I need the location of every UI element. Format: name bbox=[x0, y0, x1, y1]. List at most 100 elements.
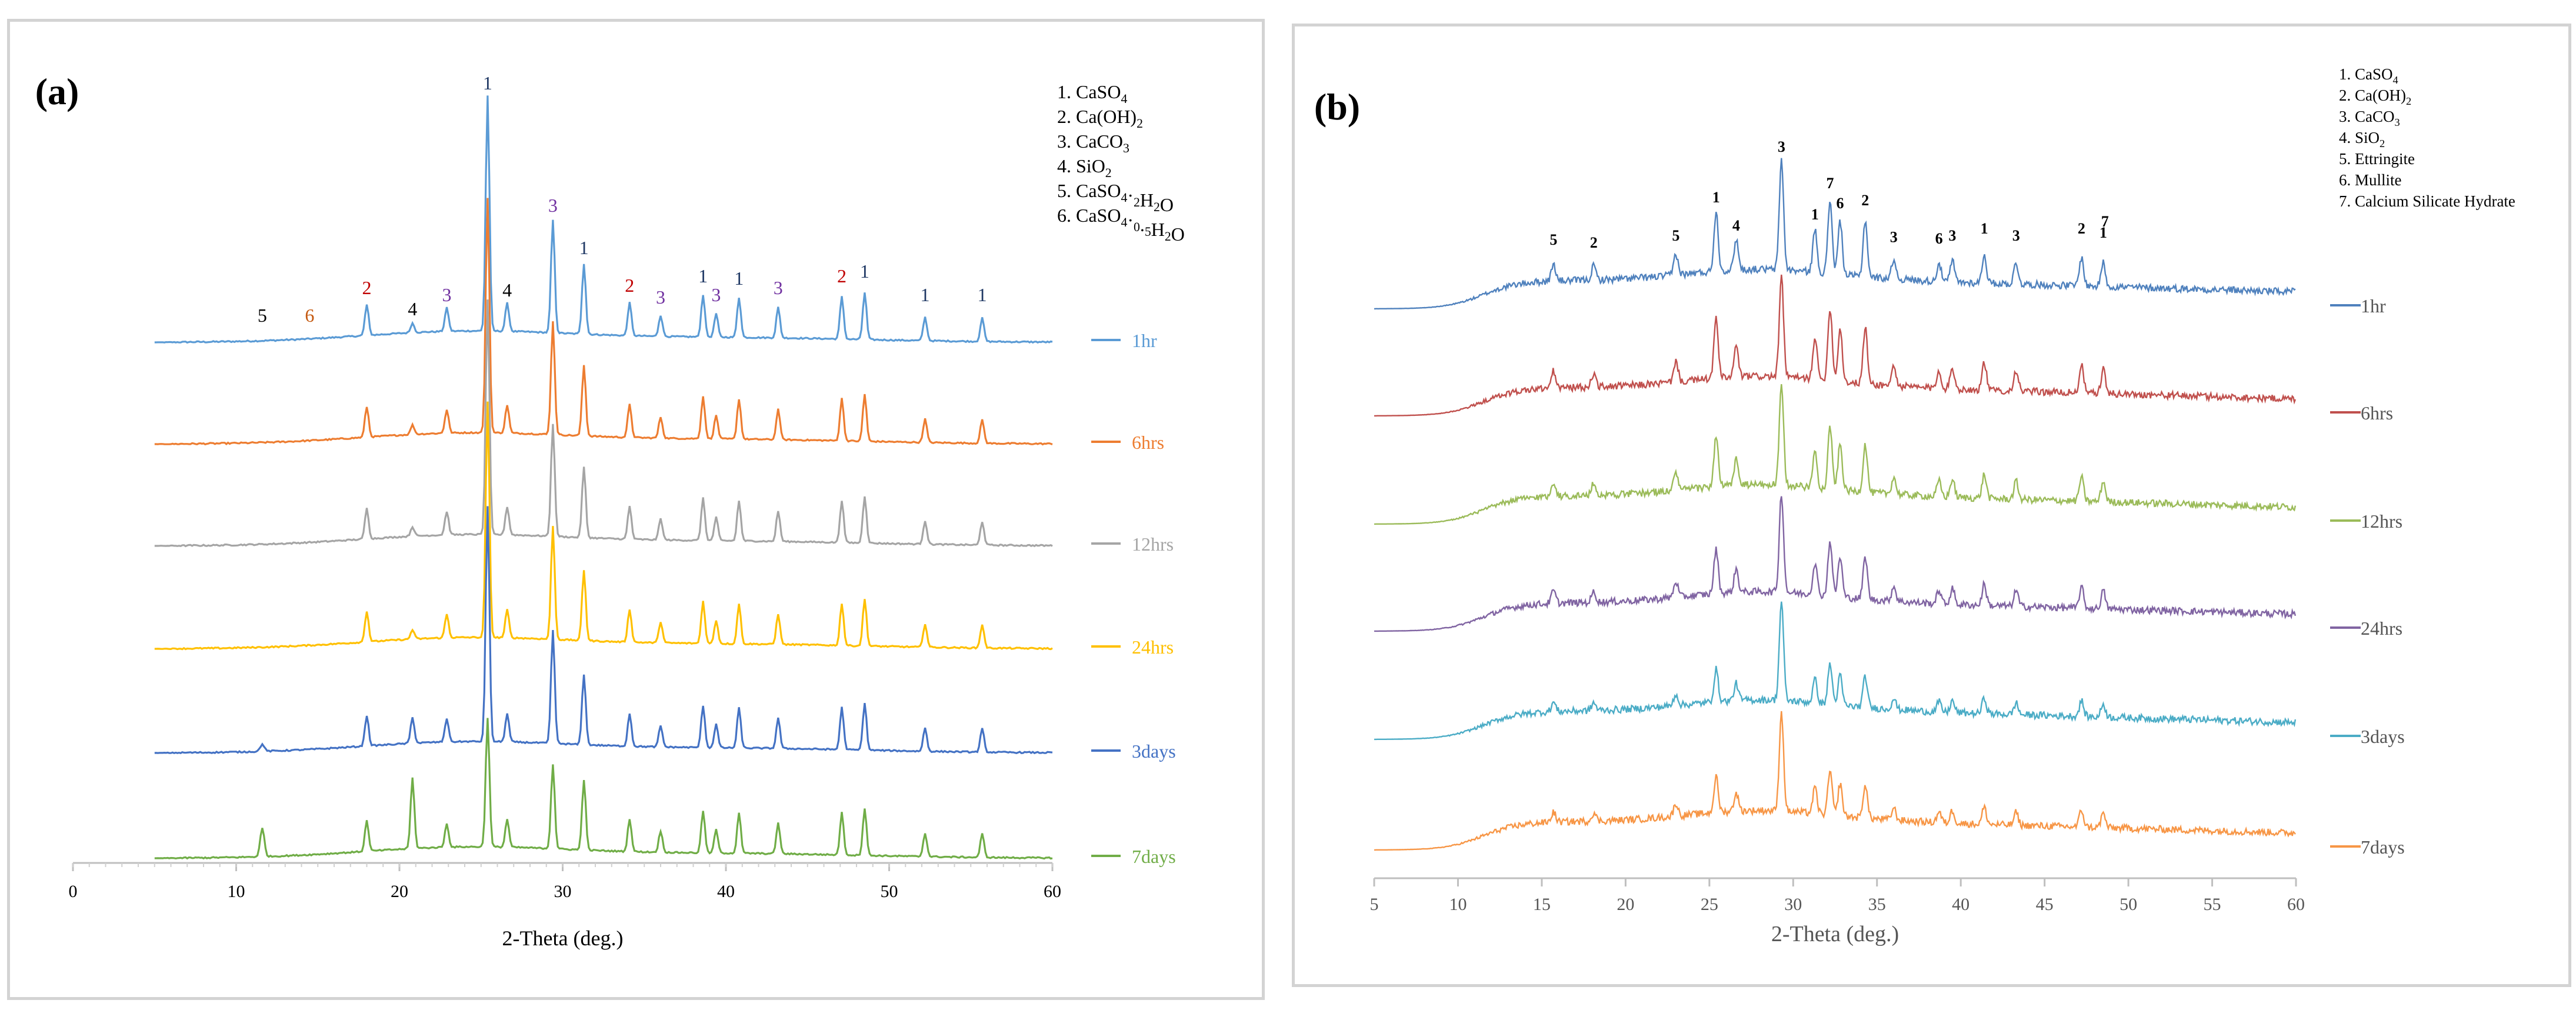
series-line-12hrs bbox=[154, 299, 1053, 548]
series-line-1hr bbox=[154, 95, 1053, 344]
series-line-24hrs bbox=[154, 401, 1053, 651]
legend-label-3days: 3days bbox=[2361, 726, 2405, 747]
peak-label: 3 bbox=[442, 284, 451, 305]
chart-a: 0 10 20 30 40 50 60 2-Theta (deg.) (a) 1hr 6hrs 12h… bbox=[35, 71, 1185, 950]
peak-label: 5 bbox=[1672, 227, 1679, 244]
phase-legend-item: 5. CaSO4·2H2O bbox=[1057, 180, 1174, 215]
peak-label: 1 bbox=[1981, 220, 1988, 237]
phase-legend-item: 2. Ca(OH)2 bbox=[1057, 106, 1143, 131]
phase-legend-item: 3. CaCO3 bbox=[2339, 108, 2400, 128]
phase-legend-item: 6. Mullite bbox=[2339, 171, 2402, 189]
series-line-12hrs bbox=[1374, 384, 2297, 525]
x-tick-label: 60 bbox=[1044, 882, 1061, 901]
peak-label: 3 bbox=[656, 286, 665, 308]
chart-b: 5 10 15 20 25 30 35 40 45 50 55 602-Theta (deg.)(b)… bbox=[1314, 65, 2515, 946]
panel-label: (a) bbox=[35, 71, 79, 112]
peak-label: 3 bbox=[1890, 228, 1898, 245]
x-tick-label: 50 bbox=[881, 882, 898, 901]
peak-label: 2 bbox=[1861, 192, 1869, 209]
phase-legend-item: 1. CaSO4 bbox=[1057, 81, 1127, 106]
peak-label: 1 bbox=[921, 284, 930, 305]
x-axis-title: 2-Theta (deg.) bbox=[1771, 922, 1899, 946]
peak-label: 1 bbox=[1811, 206, 1819, 223]
series-line-3days bbox=[1374, 601, 2297, 741]
peak-label: 3 bbox=[548, 195, 558, 216]
peak-label: 4 bbox=[502, 279, 512, 301]
peak-label: 5 bbox=[258, 305, 267, 326]
phase-legend-item: 7. Calcium Silicate Hydrate bbox=[2339, 192, 2515, 210]
peak-label: 3 bbox=[1948, 227, 1956, 244]
legend-label-24hrs: 24hrs bbox=[1132, 636, 1174, 658]
peak-label: 4 bbox=[408, 298, 417, 319]
x-tick-label: 40 bbox=[1952, 895, 1970, 914]
x-tick-label: 30 bbox=[1784, 895, 1802, 914]
phase-legend-item: 1. CaSO4 bbox=[2339, 65, 2398, 86]
series-line-6hrs bbox=[1374, 274, 2297, 417]
x-tick-label: 5 bbox=[1370, 895, 1379, 914]
legend-label-6hrs: 6hrs bbox=[1132, 432, 1164, 453]
x-tick-label: 0 bbox=[69, 882, 78, 901]
x-tick-label: 10 bbox=[228, 882, 245, 901]
peak-label: 1 bbox=[734, 268, 744, 289]
peak-label: 5 bbox=[1549, 231, 1557, 248]
legend-label-12hrs: 12hrs bbox=[2361, 511, 2402, 532]
x-tick-label: 15 bbox=[1533, 895, 1551, 914]
panel-b: 5 10 15 20 25 30 35 40 45 50 55 60 2-Theta (deg.) (b)… bbox=[1292, 24, 2571, 987]
peak-label: 1 bbox=[1712, 189, 1720, 206]
x-tick-label: 35 bbox=[1868, 895, 1886, 914]
legend-label-12hrs: 12hrs bbox=[1132, 534, 1174, 555]
peak-label: 2 bbox=[1590, 234, 1598, 251]
phase-legend-item: 3. CaCO3 bbox=[1057, 131, 1129, 155]
x-axis-title: 2-Theta (deg.) bbox=[502, 926, 624, 950]
peak-label: 2 bbox=[837, 265, 847, 286]
x-tick-label: 40 bbox=[717, 882, 735, 901]
legend-label-6hrs: 6hrs bbox=[2361, 402, 2393, 424]
phase-legend-item: 4. SiO2 bbox=[2339, 129, 2385, 149]
legend-label-7days: 7days bbox=[2361, 836, 2405, 858]
x-tick-label: 55 bbox=[2204, 895, 2221, 914]
peak-label: 6 bbox=[1935, 230, 1943, 247]
phase-legend-item: 4. SiO2 bbox=[1057, 155, 1112, 180]
peak-label: 2 bbox=[362, 277, 372, 298]
x-tick-label: 45 bbox=[2036, 895, 2054, 914]
peak-label: 1 bbox=[860, 261, 869, 282]
phase-legend-item: 5. Ettringite bbox=[2339, 150, 2415, 168]
phase-legend-item: 2. Ca(OH)2 bbox=[2339, 86, 2411, 107]
series-line-3days bbox=[154, 506, 1053, 755]
series-line-24hrs bbox=[1374, 496, 2297, 632]
peak-label: 1 bbox=[579, 237, 589, 258]
phase-legend-item: 6. CaSO4·0.5H2O bbox=[1057, 205, 1185, 245]
peak-label: 6 bbox=[1837, 195, 1844, 212]
x-tick-label: 50 bbox=[2120, 895, 2137, 914]
peak-label: 4 bbox=[1732, 217, 1740, 234]
series-line-1hr bbox=[1374, 158, 2296, 310]
legend-label-24hrs: 24hrs bbox=[2361, 618, 2402, 639]
panel-a: 0 10 20 30 40 50 60 2-Theta (deg.) (a) 1hr 6hrs 12h… bbox=[7, 19, 1265, 1000]
x-tick-label: 30 bbox=[554, 882, 572, 901]
peak-label: 1 bbox=[2100, 224, 2107, 241]
x-tick-label: 20 bbox=[391, 882, 408, 901]
series-line-6hrs bbox=[154, 198, 1053, 446]
legend-label-7days: 7days bbox=[1132, 846, 1176, 867]
x-tick-label: 25 bbox=[1701, 895, 1718, 914]
x-tick-label: 20 bbox=[1617, 895, 1634, 914]
x-tick-label: 60 bbox=[2287, 895, 2305, 914]
panel-label: (b) bbox=[1314, 86, 1360, 128]
peak-label: 3 bbox=[1778, 138, 1785, 155]
peak-label: 6 bbox=[305, 305, 314, 326]
peak-label: 3 bbox=[711, 284, 721, 305]
x-tick-label: 10 bbox=[1449, 895, 1467, 914]
legend-label-1hr: 1hr bbox=[1132, 330, 1157, 351]
peak-label: 3 bbox=[2012, 227, 2020, 244]
legend-label-1hr: 1hr bbox=[2361, 295, 2386, 316]
peak-label: 2 bbox=[625, 275, 634, 296]
series-line-7days bbox=[154, 718, 1053, 860]
peak-label: 3 bbox=[774, 277, 783, 298]
legend-label-3days: 3days bbox=[1132, 741, 1176, 762]
peak-label: 1 bbox=[698, 265, 708, 286]
series-line-7days bbox=[1374, 711, 2296, 851]
peak-label: 1 bbox=[483, 72, 492, 94]
peak-label: 2 bbox=[2078, 220, 2085, 237]
peak-label: 7 bbox=[2101, 213, 2109, 230]
peak-label: 1 bbox=[978, 284, 987, 305]
